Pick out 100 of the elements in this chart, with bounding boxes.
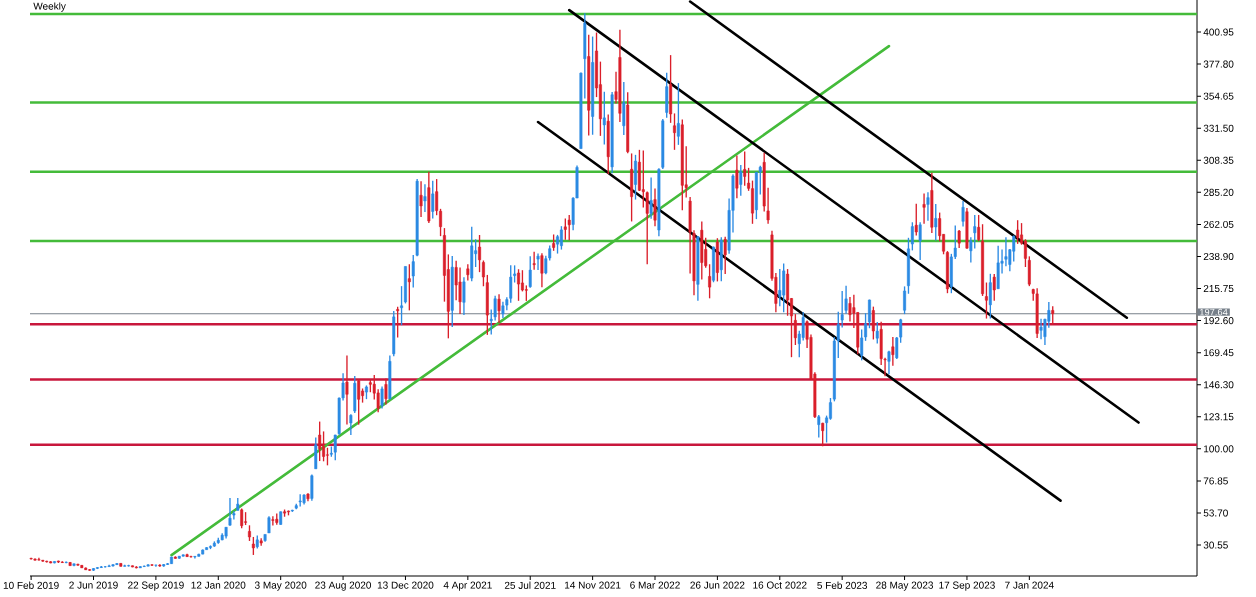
candlestick: [673, 112, 676, 151]
candlestick: [384, 377, 388, 406]
candlestick: [1051, 305, 1055, 326]
candlestick: [228, 497, 232, 527]
candlestick: [602, 91, 606, 146]
ref-line-label: 197.64: [1199, 308, 1228, 316]
candlestick: [357, 378, 361, 426]
candlestick: [751, 179, 754, 225]
candlestick: [532, 251, 536, 271]
candlestick: [676, 82, 680, 146]
candlestick: [407, 263, 411, 312]
x-tick-label: 28 May 2023: [876, 581, 934, 591]
candlestick: [891, 336, 895, 367]
candlestick: [977, 214, 981, 242]
y-tick-label: 262.05: [1203, 220, 1234, 228]
y-tick-label: 100.00: [1204, 445, 1234, 453]
y-tick-label: 308.35: [1203, 156, 1234, 164]
x-tick-label: 16 Oct 2022: [753, 581, 807, 589]
y-tick-label: 146.30: [1204, 381, 1234, 389]
y-tick-label: 169.45: [1204, 349, 1234, 357]
candlestick: [322, 430, 326, 462]
x-tick-label: 6 Mar 2022: [630, 581, 680, 589]
y-tick-label: 30.55: [1203, 541, 1228, 549]
candlestick: [435, 178, 439, 216]
candlestick: [981, 223, 985, 297]
x-tick-label: 7 Jan 2024: [1005, 581, 1054, 589]
candlestick: [567, 214, 571, 241]
x-tick-label: 17 Sep 2023: [939, 581, 995, 591]
x-tick-label: 5 Feb 2023: [817, 581, 868, 589]
candlestick: [349, 413, 353, 436]
candlestick: [540, 252, 544, 288]
y-tick-label: 285.20: [1203, 188, 1234, 196]
candlestick: [400, 285, 404, 326]
candlestick: [992, 273, 996, 302]
candlestick: [1016, 219, 1020, 245]
candlestick: [712, 245, 715, 283]
candlestick: [240, 507, 244, 530]
candlestick: [829, 397, 832, 421]
candlestick: [934, 203, 938, 242]
candlestick: [431, 180, 435, 220]
y-tick-label: 331.50: [1203, 124, 1234, 132]
x-tick-label: 14 Nov 2021: [565, 581, 621, 589]
candlestick: [248, 524, 251, 542]
candlestick: [918, 221, 922, 261]
candlestick: [739, 164, 743, 197]
candlestick: [439, 208, 443, 237]
candlestick: [922, 192, 926, 225]
candlestick: [462, 276, 466, 316]
candlestick: [903, 285, 907, 315]
y-tick-label: 215.75: [1203, 285, 1234, 293]
x-tick-label: 4 Apr 2021: [443, 581, 492, 591]
x-tick-label: 23 Aug 2020: [315, 581, 372, 591]
candlestick: [310, 473, 314, 502]
candlestick: [653, 187, 657, 227]
candlestick: [345, 354, 349, 426]
y-tick-label: 123.15: [1204, 413, 1234, 421]
candlestick: [209, 544, 212, 550]
candlestick: [92, 567, 95, 572]
y-tick-label: 53.70: [1203, 509, 1228, 517]
candlestick: [497, 293, 501, 324]
x-tick-label: 10 Feb 2019: [3, 581, 59, 589]
candlestick: [298, 493, 302, 508]
candlestick: [563, 217, 567, 241]
y-tick-label: 238.90: [1203, 252, 1234, 261]
candlestick: [287, 509, 290, 517]
candlestick: [961, 200, 965, 228]
y-tick-label: 76.85: [1203, 477, 1228, 485]
candlestick: [326, 447, 329, 467]
candlestick: [906, 237, 910, 295]
candlestick: [634, 154, 637, 201]
candlestick: [559, 225, 563, 251]
candlestick: [396, 306, 400, 339]
y-tick-label: 377.80: [1203, 60, 1234, 68]
candlestick: [984, 281, 988, 320]
candlestick: [973, 214, 977, 250]
candlestick: [910, 221, 914, 252]
candlestick: [875, 321, 879, 345]
x-tick-label: 22 Sep 2019: [128, 581, 184, 591]
x-tick-label: 2 Jun 2019: [69, 581, 118, 589]
x-tick-label: 13 Dec 2020: [377, 581, 434, 589]
candlestick: [403, 265, 407, 305]
candlestick: [466, 263, 470, 282]
candlestick: [1039, 318, 1043, 340]
candlestick: [988, 273, 992, 320]
candlestick: [380, 385, 384, 410]
candlestick: [868, 298, 871, 329]
candlestick: [723, 236, 727, 275]
candlestick: [622, 81, 626, 136]
chart-title: Weekly: [33, 2, 66, 12]
candlestick: [945, 250, 949, 294]
x-tick-label: 3 May 2020: [254, 581, 307, 591]
candlestick: [914, 203, 918, 237]
candlestick: [478, 234, 482, 273]
x-tick-label: 26 Jun 2022: [690, 581, 745, 589]
y-tick-label: 400.95: [1203, 28, 1234, 36]
candlestick: [170, 556, 173, 565]
candlestick: [817, 414, 821, 439]
x-tick-label: 25 Jul 2021: [504, 581, 556, 589]
candlestick: [1012, 234, 1016, 263]
candlestick: [926, 191, 930, 222]
